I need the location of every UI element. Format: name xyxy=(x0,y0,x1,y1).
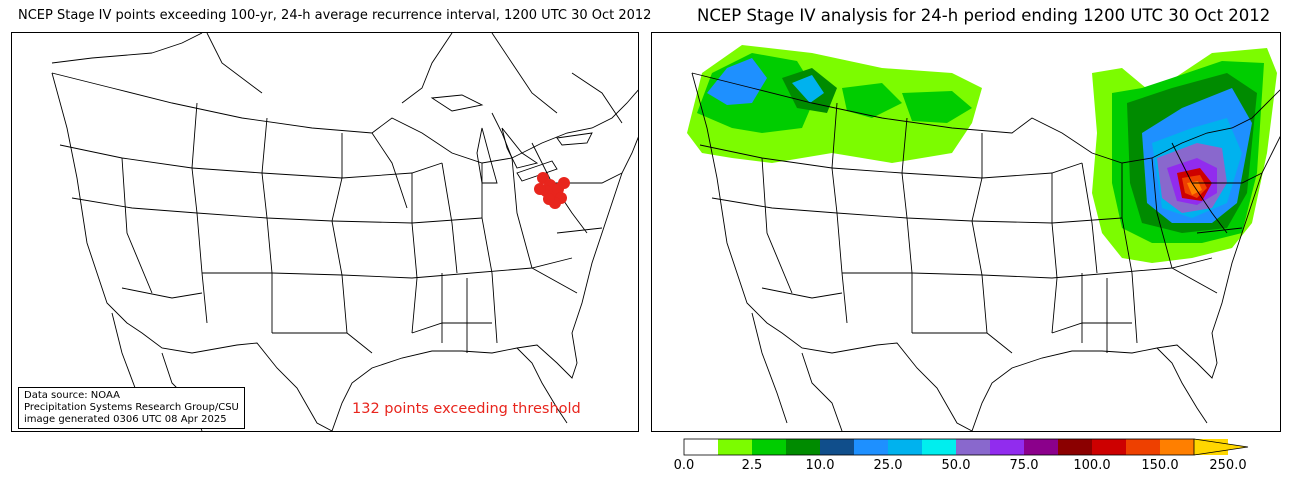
colorbar-segment xyxy=(854,439,888,455)
left-map-panel: Data source: NOAA Precipitation Systems … xyxy=(11,32,639,432)
colorbar-segment xyxy=(956,439,990,455)
colorbar-tick-label: 75.0 xyxy=(1009,458,1039,473)
colorbar-tick-label: 50.0 xyxy=(941,458,971,473)
right-basemap xyxy=(691,72,1280,431)
right-map-svg xyxy=(687,45,1280,431)
colorbar-tick-label: 2.5 xyxy=(741,458,763,473)
right-map-title: NCEP Stage IV analysis for 24-h period e… xyxy=(697,6,1271,25)
colorbar-segment xyxy=(1024,439,1058,455)
source-line-1: Data source: NOAA xyxy=(24,390,120,401)
colorbar-tick-label: 10.0 xyxy=(805,458,835,473)
right-map-panel xyxy=(651,32,1281,432)
colorbar-segment xyxy=(1126,439,1160,455)
colorbar-tick-label: 150.0 xyxy=(1141,458,1179,473)
colorbar-segment xyxy=(1058,439,1092,455)
colorbar-tick-label: 25.0 xyxy=(873,458,903,473)
left-map-svg xyxy=(51,33,638,431)
left-map-title: NCEP Stage IV points exceeding 100-yr, 2… xyxy=(18,8,652,23)
threshold-annotation: 132 points exceeding threshold xyxy=(352,401,581,417)
source-line-2: Precipitation Systems Research Group/CSU xyxy=(24,402,239,413)
colorbar-segment xyxy=(718,439,752,455)
colorbar-tick-label: 0.0 xyxy=(673,458,695,473)
exceedance-marker xyxy=(543,193,555,205)
precip-colorbar xyxy=(683,438,1249,456)
colorbar-segment xyxy=(922,439,956,455)
colorbar-border xyxy=(683,438,1195,456)
colorbar-segment xyxy=(1092,439,1126,455)
colorbar-segment xyxy=(888,439,922,455)
precip-field xyxy=(687,45,1277,263)
colorbar-extend-arrow xyxy=(1193,438,1249,456)
colorbar-tick-label: 250.0 xyxy=(1209,458,1247,473)
colorbar-segment xyxy=(1160,439,1194,455)
colorbar-tick-label: 100.0 xyxy=(1073,458,1111,473)
colorbar-segment xyxy=(684,439,718,455)
data-source-box: Data source: NOAA Precipitation Systems … xyxy=(18,387,245,429)
colorbar-segment xyxy=(820,439,854,455)
left-basemap xyxy=(51,33,638,431)
colorbar-segment xyxy=(752,439,786,455)
colorbar-segment xyxy=(786,439,820,455)
exceedance-marker xyxy=(558,177,570,189)
source-line-3: image generated 0306 UTC 08 Apr 2025 xyxy=(24,414,227,425)
exceedance-marker xyxy=(534,183,546,195)
colorbar-segment xyxy=(990,439,1024,455)
